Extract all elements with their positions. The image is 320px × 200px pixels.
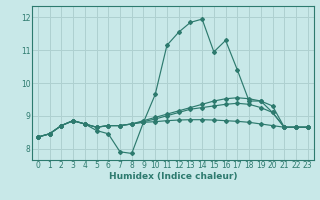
X-axis label: Humidex (Indice chaleur): Humidex (Indice chaleur): [108, 172, 237, 181]
